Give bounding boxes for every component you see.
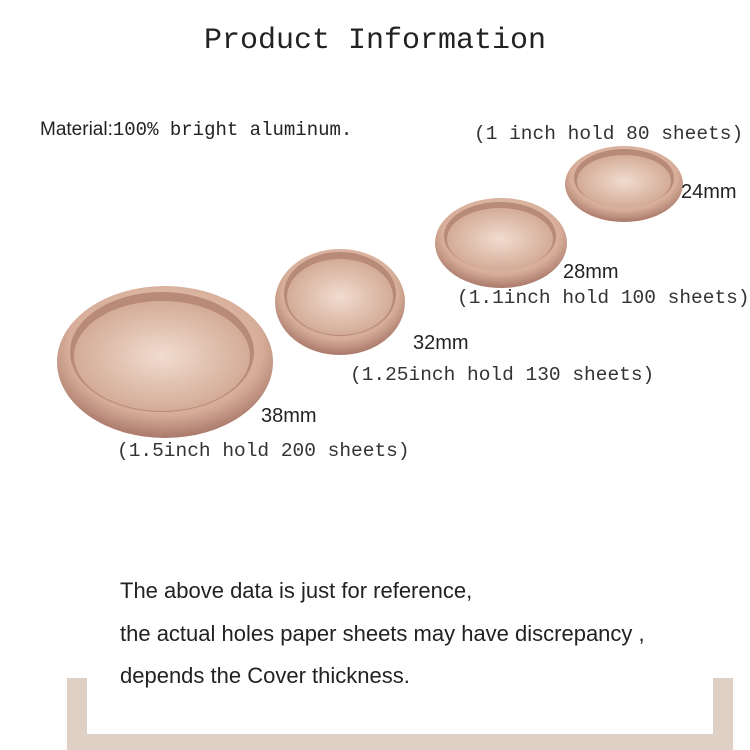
ring-38mm (57, 286, 273, 438)
page-title: Product Information (203, 24, 547, 58)
ring-32mm (275, 249, 405, 355)
capacity-label-38mm: (1.5inch hold 200 sheets) (117, 440, 410, 462)
note-line-3: depends the Cover thickness. (120, 663, 410, 688)
size-label-38mm: 38mm (261, 405, 317, 427)
ring-28mm (435, 198, 567, 288)
capacity-label-32mm: (1.25inch hold 130 sheets) (350, 364, 655, 386)
frame-right (713, 678, 733, 750)
note-line-2: the actual holes paper sheets may have d… (120, 621, 645, 646)
size-label-32mm: 32mm (413, 332, 469, 354)
size-label-28mm: 28mm (563, 261, 619, 283)
material-label: Material: (40, 119, 113, 140)
frame-left (67, 678, 87, 750)
note-line-1: The above data is just for reference, (120, 578, 473, 603)
capacity-label-24mm: (1 inch hold 80 sheets) (474, 123, 744, 145)
size-label-24mm: 24mm (681, 181, 737, 203)
capacity-label-28mm: (1.1inch hold 100 sheets) (457, 287, 750, 309)
frame-bottom (67, 734, 733, 750)
material-value: 100% bright aluminum. (112, 119, 353, 141)
ring-24mm (565, 146, 683, 222)
material-line: Material:100% bright aluminum. (40, 119, 352, 141)
